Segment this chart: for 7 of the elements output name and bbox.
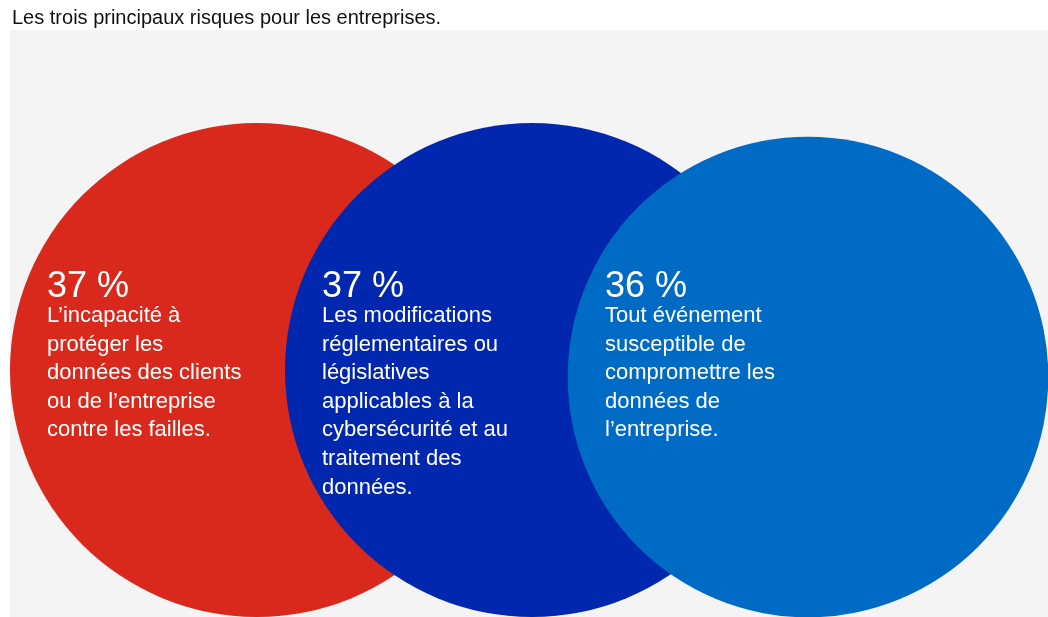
data-label: 37 %	[47, 264, 130, 305]
data-label: 36 %	[605, 264, 688, 305]
category-label: Tout événement susceptible de compromettre les données de l’entreprise.	[605, 302, 775, 442]
data-label: 37 %	[322, 264, 405, 305]
category-label: L’incapacité à protéger les données des clients ou de l’entreprise contre les failles.	[47, 302, 242, 442]
text: Les trois principaux risques pour les entreprises.	[12, 6, 442, 28]
category-label: Les modifications réglementaires ou législatives applicables à la cybersécurité et au traitement des données.	[322, 302, 508, 499]
